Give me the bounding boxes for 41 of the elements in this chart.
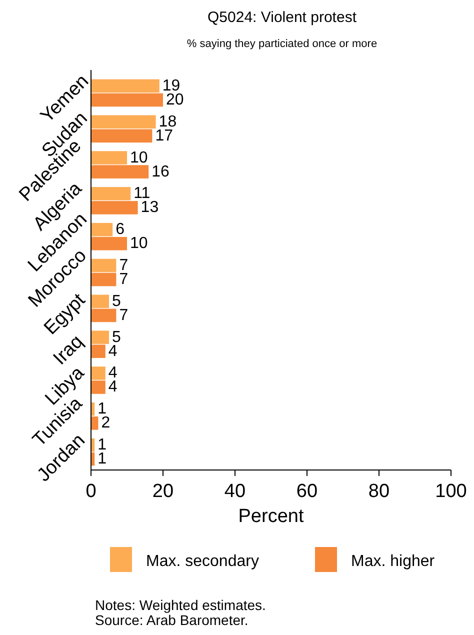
bar bbox=[91, 344, 106, 358]
bar bbox=[91, 416, 98, 430]
data-label: 7 bbox=[119, 306, 128, 324]
bar bbox=[91, 187, 131, 200]
x-tick-label: 60 bbox=[296, 481, 318, 502]
legend-label: Max. higher bbox=[351, 553, 436, 570]
x-tick-label: 100 bbox=[435, 481, 467, 502]
x-tick-label: 80 bbox=[368, 481, 390, 502]
bar bbox=[91, 272, 116, 286]
data-label: 2 bbox=[101, 414, 110, 432]
x-tick-label: 40 bbox=[224, 481, 246, 502]
text: Notes: Weighted estimates. bbox=[95, 597, 266, 613]
source-note: Source: Arab Barometer. bbox=[95, 612, 248, 628]
data-label: 6 bbox=[116, 221, 125, 238]
chart-title: Q5024: Violent protest bbox=[208, 9, 358, 26]
data-label: 7 bbox=[119, 271, 128, 288]
bar bbox=[91, 79, 160, 93]
bar bbox=[91, 222, 113, 236]
bar bbox=[91, 258, 116, 272]
bar bbox=[91, 201, 138, 214]
bar bbox=[91, 294, 109, 308]
x-tick-label: 20 bbox=[152, 481, 174, 502]
bar bbox=[91, 165, 149, 178]
data-label: 5 bbox=[112, 292, 121, 310]
data-label: 7 bbox=[119, 256, 128, 274]
data-label: 10 bbox=[130, 149, 148, 166]
bar bbox=[91, 115, 156, 129]
bar bbox=[91, 93, 163, 107]
x-tick-label: 0 bbox=[86, 481, 96, 502]
bar bbox=[91, 308, 116, 322]
bar bbox=[91, 129, 152, 143]
bar bbox=[91, 366, 106, 380]
bar bbox=[91, 236, 127, 250]
legend-label: Max. secondary bbox=[146, 553, 259, 570]
bar bbox=[91, 380, 106, 394]
data-label: 10 bbox=[130, 235, 148, 252]
x-axis-title: Percent bbox=[238, 506, 304, 527]
bar bbox=[91, 330, 109, 344]
data-label: 16 bbox=[152, 163, 170, 180]
chart-subtitle: % saying they particiated once or more bbox=[186, 38, 378, 50]
bar bbox=[91, 151, 127, 164]
